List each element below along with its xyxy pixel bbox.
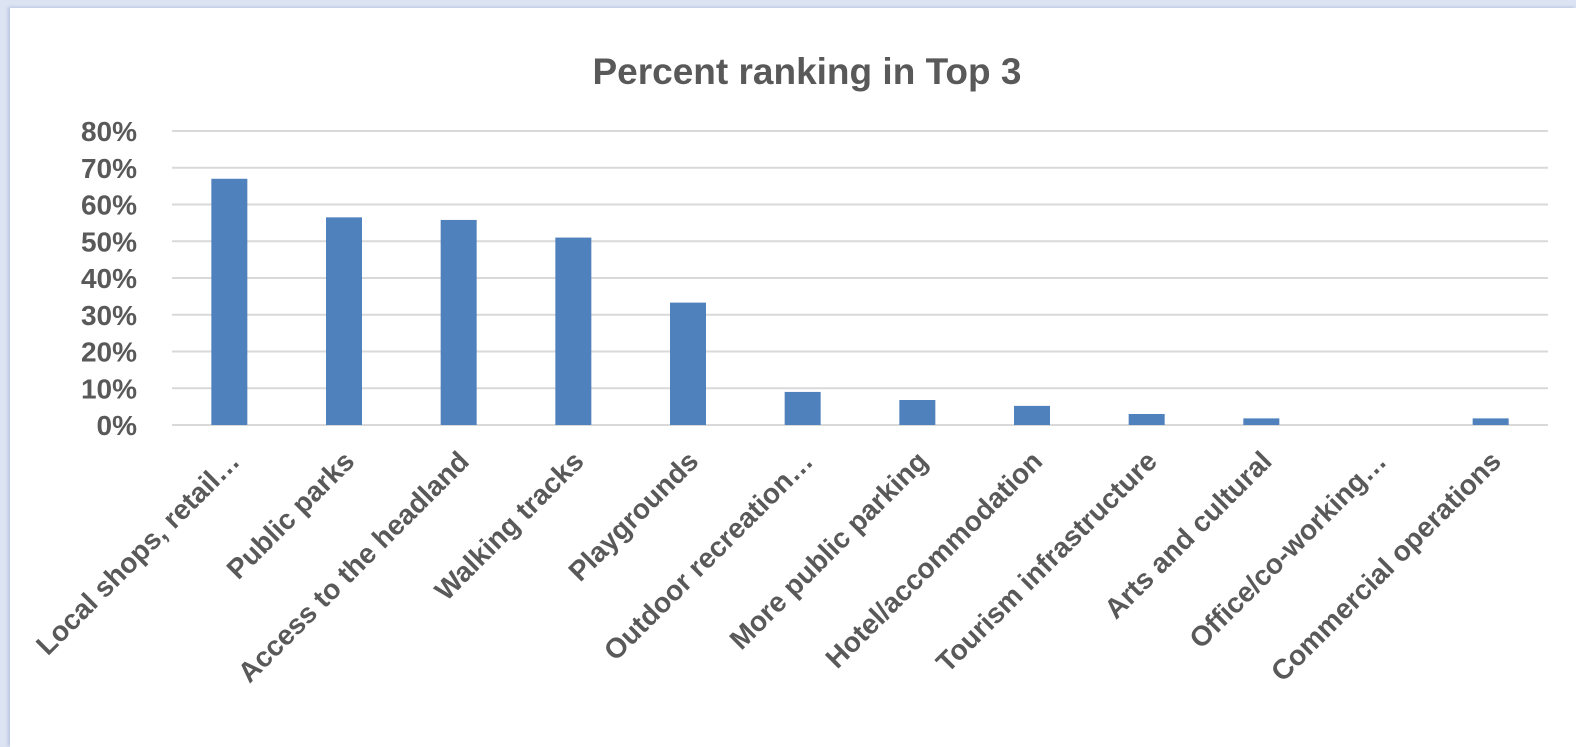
bar (899, 400, 936, 425)
x-category-label: Hotel/accommodation (820, 445, 1049, 674)
x-category-label: Office/co-working… (1183, 445, 1392, 654)
x-category-label: More public parking (724, 445, 934, 655)
bar (1128, 413, 1165, 425)
y-tick-label: 30% (81, 300, 137, 331)
y-tick-label: 70% (81, 153, 137, 184)
y-tick-label: 10% (81, 373, 137, 404)
bar (1243, 418, 1280, 425)
bars (211, 178, 1509, 425)
y-tick-label: 60% (81, 190, 137, 221)
bar (211, 178, 248, 425)
x-category-label: Outdoor recreation… (598, 445, 819, 666)
chart-frame: Percent ranking in Top 3 0% 10% 20% 30% 40% 5… (10, 8, 1576, 747)
bar (784, 391, 821, 425)
x-category-label: Access to the headland (232, 445, 475, 688)
x-category-label: Local shops, retail… (30, 445, 246, 661)
y-axis-ticks: 0% 10% 20% 30% 40% 50% 60% 70% 80% (81, 116, 137, 441)
y-tick-label: 50% (81, 226, 137, 257)
bar (1014, 405, 1050, 425)
y-tick-label: 20% (81, 337, 137, 368)
bar (555, 237, 592, 425)
bar (670, 302, 706, 425)
bar (326, 217, 362, 425)
bar (1472, 418, 1509, 425)
y-tick-label: 80% (81, 116, 137, 147)
x-category-label: Commercial operations (1265, 445, 1507, 687)
y-tick-label: 40% (81, 263, 137, 294)
chart-title: Percent ranking in Top 3 (592, 51, 1021, 92)
x-category-label: Tourism infrastructure (930, 445, 1163, 678)
bar-chart: Percent ranking in Top 3 0% 10% 20% 30% 40% 5… (30, 51, 1548, 688)
y-tick-label: 0% (97, 410, 138, 441)
bar (440, 219, 477, 425)
gridlines (172, 130, 1548, 426)
